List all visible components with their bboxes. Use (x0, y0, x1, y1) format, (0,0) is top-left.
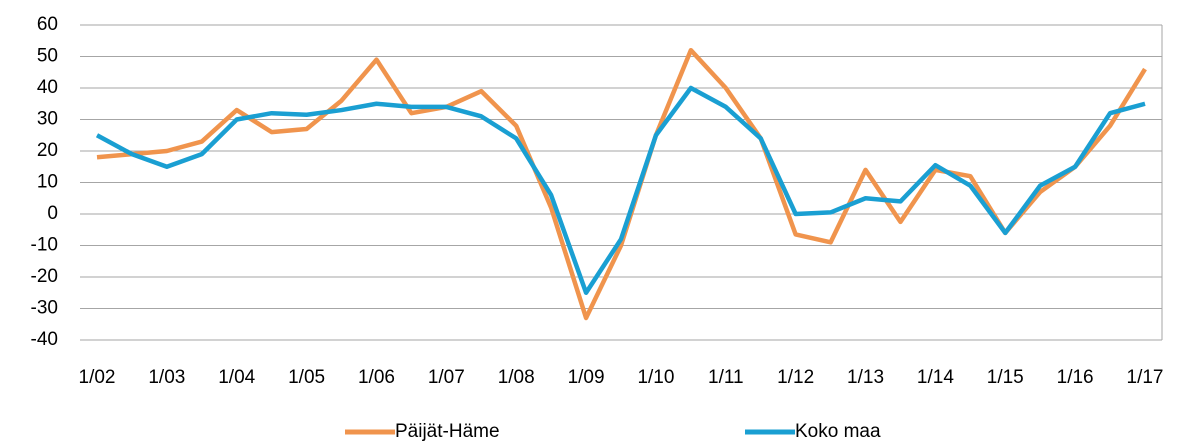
y-tick-label: 40 (37, 77, 58, 98)
y-tick-label: 10 (37, 172, 58, 193)
x-tick-label: 1/13 (847, 367, 884, 388)
y-tick-label: 30 (37, 109, 58, 130)
x-tick-label: 1/11 (708, 367, 744, 388)
y-tick-label: 0 (47, 203, 58, 224)
y-tick-label: 50 (37, 46, 58, 67)
legend-label: Koko maa (795, 421, 881, 442)
x-tick-label: 1/02 (79, 367, 116, 388)
x-tick-label: 1/07 (428, 367, 465, 388)
x-tick-label: 1/06 (358, 367, 395, 388)
y-tick-label: -30 (31, 298, 58, 319)
y-tick-label: 20 (37, 140, 58, 161)
x-tick-label: 1/05 (288, 367, 325, 388)
legend-label: Päijät-Häme (395, 421, 500, 442)
x-tick-label: 1/16 (1057, 367, 1094, 388)
y-tick-label: -20 (31, 266, 58, 287)
x-tick-label: 1/03 (148, 367, 185, 388)
x-tick-label: 1/12 (777, 367, 814, 388)
series-line (95, 85, 1146, 295)
series-line (96, 47, 1147, 321)
x-tick-label: 1/15 (987, 367, 1024, 388)
x-tick-label: 1/14 (917, 367, 954, 388)
x-tick-label: 1/10 (637, 367, 674, 388)
x-tick-label: 1/04 (218, 367, 255, 388)
x-tick-label: 1/17 (1127, 367, 1164, 388)
x-tick-label: 1/09 (568, 367, 605, 388)
y-tick-label: -10 (31, 235, 58, 256)
y-tick-label: -40 (31, 329, 58, 350)
x-tick-label: 1/08 (498, 367, 535, 388)
y-tick-label: 60 (37, 14, 58, 35)
